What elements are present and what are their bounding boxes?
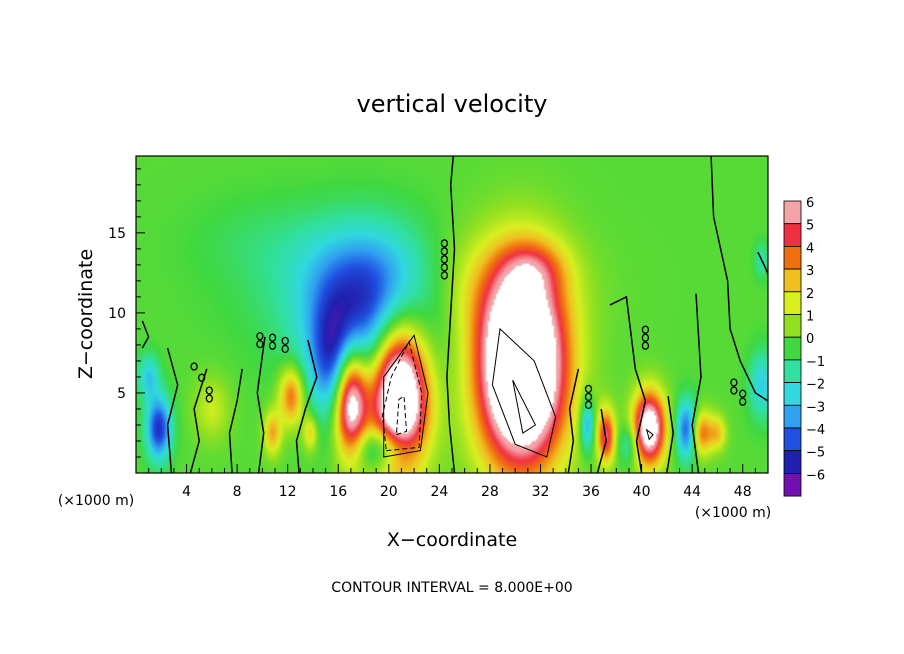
colorbar-label: 0	[806, 332, 814, 347]
colorbar-swatch	[783, 245, 802, 270]
contour-loop-marker	[198, 373, 206, 382]
contour-loop-marker	[190, 362, 198, 371]
y-tick-label: 5	[117, 386, 126, 402]
contour-positive-line	[512, 379, 537, 434]
contour-loop-marker	[268, 333, 277, 342]
contour-zero-line	[567, 368, 580, 473]
x-axis-label: X−coordinate	[387, 529, 517, 551]
colorbar-swatch	[783, 200, 802, 225]
colorbar-label: −5	[806, 446, 825, 461]
contour-loop-marker	[205, 394, 213, 403]
colorbar-label: 3	[806, 264, 814, 279]
colorbar-label: −3	[806, 400, 825, 415]
colorbar-swatch	[783, 223, 802, 247]
plot-area	[135, 155, 769, 474]
contour-loop-marker	[281, 344, 289, 354]
colorbar-swatch	[783, 472, 802, 497]
x-tick-label: 8	[233, 484, 242, 500]
x-tick-label: 28	[481, 484, 499, 500]
colorbar: 6 5 4 3 2 1 0 −1 −2 −3 −4 −5 −6	[783, 196, 825, 497]
contour-zero-line	[141, 320, 150, 349]
colorbar-label: −4	[806, 423, 825, 438]
colorbar-swatch	[783, 404, 802, 429]
contour-zero-line	[295, 339, 318, 473]
colorbar-label: 1	[806, 310, 814, 325]
contour-loop-marker	[641, 341, 650, 350]
x-tick-label: 20	[380, 484, 398, 500]
contour-interval-note: CONTOUR INTERVAL = 8.000E+00	[331, 580, 572, 596]
colorbar-swatch	[783, 382, 802, 406]
colorbar-label: −6	[806, 468, 825, 483]
y-axis-ticks: 5 10 15	[108, 168, 145, 458]
colorbar-label: −1	[806, 355, 825, 370]
contour-loop-marker	[440, 271, 449, 280]
contour-loop-marker	[440, 247, 449, 256]
contour-loop-marker	[584, 400, 593, 410]
x-tick-label: 32	[532, 484, 550, 500]
colorbar-swatch	[783, 268, 802, 293]
contour-loop-marker	[730, 386, 738, 395]
contour-zero-line	[710, 156, 768, 402]
contour-zero-line	[256, 336, 266, 473]
colorbar-label: −2	[806, 378, 825, 393]
contour-loop-marker	[205, 386, 213, 395]
contour-positive-line	[645, 428, 654, 441]
contour-positive-line	[491, 327, 557, 458]
x-tick-label: 4	[182, 484, 191, 500]
colorbar-swatch	[783, 336, 802, 361]
x-axis-ticks: 4 8 12 16 20 24 28 32 36 40 44 48	[148, 464, 756, 500]
contour-loop-marker	[641, 325, 650, 334]
contour-zero-line	[691, 293, 702, 473]
x-unit-label-right: (×1000 m)	[695, 505, 771, 521]
contour-loop-marker	[256, 331, 264, 341]
contour-loop-marker	[739, 389, 747, 398]
colorbar-swatch	[783, 291, 802, 315]
contour-zero-line	[228, 368, 243, 473]
colorbar-swatch	[783, 314, 802, 338]
x-tick-label: 16	[329, 484, 347, 500]
contour-zero-line	[189, 368, 208, 473]
contour-loop-marker	[440, 255, 449, 264]
colorbar-label: 5	[806, 219, 814, 234]
x-unit-label-left: (×1000 m)	[58, 493, 134, 509]
y-axis-label: Z−coordinate	[75, 249, 97, 379]
colorbar-swatch	[783, 427, 802, 452]
contour-loop-marker	[641, 333, 650, 342]
contour-loop-marker	[584, 392, 593, 402]
contour-loop-marker	[256, 339, 264, 349]
x-tick-label: 48	[734, 484, 752, 500]
y-tick-label: 15	[108, 226, 126, 242]
contour-negative-line	[381, 340, 423, 452]
contour-zero-line	[596, 408, 607, 473]
x-tick-label: 44	[683, 484, 701, 500]
contour-loop-marker	[440, 263, 449, 272]
contour-loop-marker	[268, 341, 277, 350]
y-tick-label: 10	[108, 306, 126, 322]
colorbar-label: 6	[806, 196, 814, 211]
colorbar-label: 2	[806, 287, 814, 302]
chart-title: vertical velocity	[357, 90, 548, 118]
contour-loop-marker	[440, 239, 449, 248]
colorbar-swatch	[783, 359, 802, 383]
contour-lines	[141, 156, 768, 473]
contour-loop-marker	[281, 336, 289, 346]
x-tick-label: 36	[582, 484, 600, 500]
contour-loop-marker	[584, 384, 593, 394]
contour-loop-marker	[739, 397, 747, 406]
contour-positive-line	[383, 334, 429, 458]
x-tick-label: 40	[633, 484, 651, 500]
contour-zero-line	[446, 156, 456, 473]
contour-zero-line	[666, 396, 674, 473]
contour-zero-line	[757, 251, 768, 275]
colorbar-label: 4	[806, 241, 814, 256]
contour-loop-marker	[730, 378, 738, 387]
x-tick-label: 12	[279, 484, 297, 500]
x-tick-label: 24	[430, 484, 448, 500]
colorbar-swatch	[783, 450, 802, 474]
contour-zero-line	[166, 347, 179, 473]
contour-zero-line	[609, 295, 647, 473]
